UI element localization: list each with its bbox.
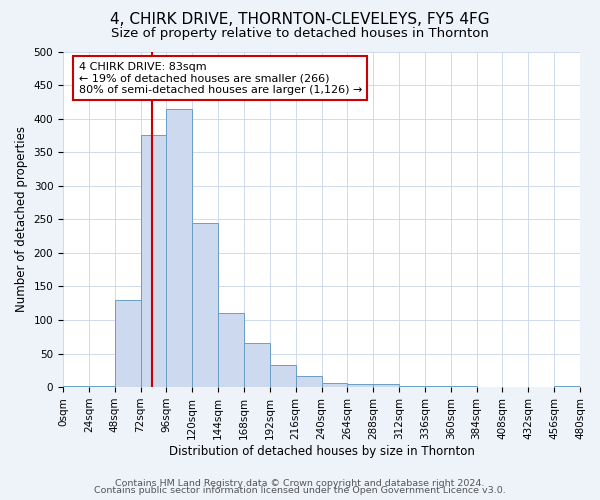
Bar (399, 386, 425, 387)
Bar (322, 383, 347, 387)
Bar (89, 386, 115, 387)
Bar (166, 108, 192, 387)
Bar (451, 386, 476, 387)
Bar (554, 386, 580, 387)
Bar (425, 386, 451, 387)
Text: 4 CHIRK DRIVE: 83sqm
← 19% of detached houses are smaller (266)
80% of semi-deta: 4 CHIRK DRIVE: 83sqm ← 19% of detached h… (79, 62, 362, 95)
Bar (140, 136, 166, 387)
Bar (296, 376, 322, 387)
Text: Contains HM Land Registry data © Crown copyright and database right 2024.: Contains HM Land Registry data © Crown c… (115, 478, 485, 488)
Text: Size of property relative to detached houses in Thornton: Size of property relative to detached ho… (111, 28, 489, 40)
Bar (347, 384, 373, 387)
Text: 4, CHIRK DRIVE, THORNTON-CLEVELEYS, FY5 4FG: 4, CHIRK DRIVE, THORNTON-CLEVELEYS, FY5 … (110, 12, 490, 28)
Bar (115, 300, 140, 387)
Bar (244, 344, 270, 387)
Y-axis label: Number of detached properties: Number of detached properties (15, 126, 28, 312)
X-axis label: Distribution of detached houses by size in Thornton: Distribution of detached houses by size … (169, 444, 475, 458)
Bar (373, 384, 399, 387)
Bar (192, 222, 218, 387)
Bar (218, 314, 244, 387)
Bar (63, 386, 89, 387)
Text: Contains public sector information licensed under the Open Government Licence v3: Contains public sector information licen… (94, 486, 506, 495)
Bar (270, 365, 296, 387)
